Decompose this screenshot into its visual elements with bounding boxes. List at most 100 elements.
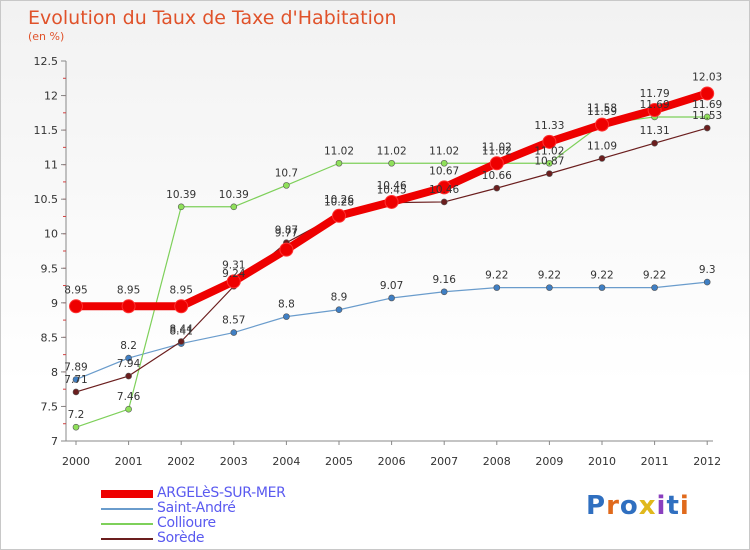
- x-tick-label: 2002: [167, 455, 195, 468]
- data-label: 11.02: [482, 141, 512, 153]
- data-point: [72, 376, 80, 383]
- chart-title: Evolution du Taux de Taxe d'Habitation: [28, 7, 397, 29]
- legend-label: Collioure: [157, 515, 216, 531]
- data-point: [125, 405, 132, 413]
- data-point: [493, 184, 501, 192]
- data-label: 8.95: [64, 284, 87, 296]
- data-label: 8.44: [170, 324, 194, 336]
- data-point: [72, 423, 80, 431]
- data-label: 12.03: [692, 71, 722, 83]
- data-label: 10.67: [429, 165, 459, 177]
- y-tick-label: 12: [44, 90, 58, 103]
- data-point: [230, 329, 238, 336]
- data-label: 7.46: [117, 391, 141, 403]
- data-label: 9.3: [699, 264, 716, 276]
- data-label: 10.46: [377, 180, 407, 192]
- logo-letter: P: [586, 491, 607, 521]
- data-label: 8.2: [120, 340, 137, 352]
- data-label: 11.79: [640, 88, 670, 100]
- data-point: [703, 113, 711, 121]
- data-point: [279, 242, 294, 257]
- series-layer: [69, 86, 715, 431]
- data-label: 11.02: [377, 145, 407, 157]
- data-label: 11.02: [534, 145, 564, 157]
- data-label: 11.33: [534, 120, 564, 132]
- data-point: [542, 134, 557, 149]
- x-tick-label: 2012: [693, 455, 721, 468]
- series-line: [75, 127, 708, 393]
- data-point: [440, 198, 448, 206]
- logo-letter: t: [666, 491, 680, 521]
- data-label: 11.53: [692, 110, 722, 122]
- data-label: 11.31: [640, 125, 670, 137]
- x-tick-label: 2010: [588, 455, 616, 468]
- logo-letter: i: [656, 491, 667, 521]
- data-point: [647, 103, 662, 118]
- data-point: [125, 354, 132, 362]
- y-tick-label: 10: [44, 228, 58, 241]
- data-label: 11.59: [587, 106, 617, 118]
- y-tick-label: 7.5: [41, 400, 59, 413]
- series-2: [72, 113, 711, 431]
- data-label: 9.22: [590, 270, 613, 282]
- x-tick-label: 2006: [378, 455, 406, 468]
- data-point: [121, 299, 136, 314]
- data-point: [283, 182, 290, 189]
- data-point: [489, 156, 504, 171]
- data-point: [651, 284, 658, 291]
- data-label: 11.02: [324, 145, 354, 157]
- data-label: 10.46: [429, 184, 459, 196]
- y-tick-label: 9.5: [41, 262, 59, 275]
- data-point: [546, 284, 553, 291]
- data-point: [700, 86, 715, 101]
- data-label: 7.71: [64, 374, 87, 386]
- data-label: 9.77: [275, 228, 298, 240]
- data-point: [440, 288, 448, 296]
- data-label: 10.45: [377, 185, 407, 197]
- legend-label: Sorède: [157, 530, 205, 546]
- legend-swatch: [101, 490, 153, 498]
- data-label: 9.22: [643, 270, 666, 282]
- data-point: [598, 155, 606, 162]
- data-label: 10.39: [219, 189, 249, 201]
- logo-letter: x: [638, 491, 657, 521]
- data-label: 9.07: [380, 280, 403, 292]
- data-label: 9.22: [538, 270, 561, 282]
- axes: 7 7.5 8 8.5 9 9.5 10 10.5 11 11.5 12 12.5 2000 2001 20…: [34, 55, 722, 468]
- y-tick-label: 9: [51, 297, 58, 310]
- data-point: [546, 170, 553, 177]
- x-tick-label: 2004: [272, 455, 300, 468]
- data-label: 10.7: [275, 167, 298, 179]
- logo-letter: o: [619, 491, 639, 521]
- y-tick-label: 11: [44, 159, 58, 172]
- x-tick-label: 2008: [483, 455, 511, 468]
- data-point: [335, 159, 343, 167]
- x-tick-label: 2003: [220, 455, 248, 468]
- data-label: 11.09: [587, 140, 617, 152]
- data-point: [703, 124, 711, 132]
- data-label: 8.95: [117, 284, 140, 296]
- data-point: [703, 278, 711, 286]
- y-tick-label: 11.5: [34, 124, 59, 137]
- data-label: 10.26: [324, 194, 354, 206]
- data-point: [546, 159, 553, 167]
- y-tick-label: 7: [51, 435, 58, 448]
- data-point: [335, 306, 343, 314]
- data-point: [440, 159, 448, 167]
- x-tick-label: 2005: [325, 455, 353, 468]
- data-labels: 8.95 8.95 8.95 9.31 9.77 10.26 10.46 10.67 11.02…: [64, 71, 722, 421]
- logo-letter: r: [606, 491, 620, 521]
- logo-letter: i: [679, 491, 690, 521]
- data-label: 8.41: [170, 326, 193, 338]
- series-0: [69, 86, 715, 314]
- data-point: [332, 208, 346, 223]
- data-label: 9.22: [485, 270, 508, 282]
- data-label: 11.58: [587, 103, 617, 115]
- data-label: 10.39: [166, 189, 196, 201]
- data-point: [283, 313, 290, 320]
- data-label: 8.8: [278, 299, 295, 311]
- x-tick-label: 2011: [641, 455, 669, 468]
- y-tick-label: 8.5: [41, 331, 59, 344]
